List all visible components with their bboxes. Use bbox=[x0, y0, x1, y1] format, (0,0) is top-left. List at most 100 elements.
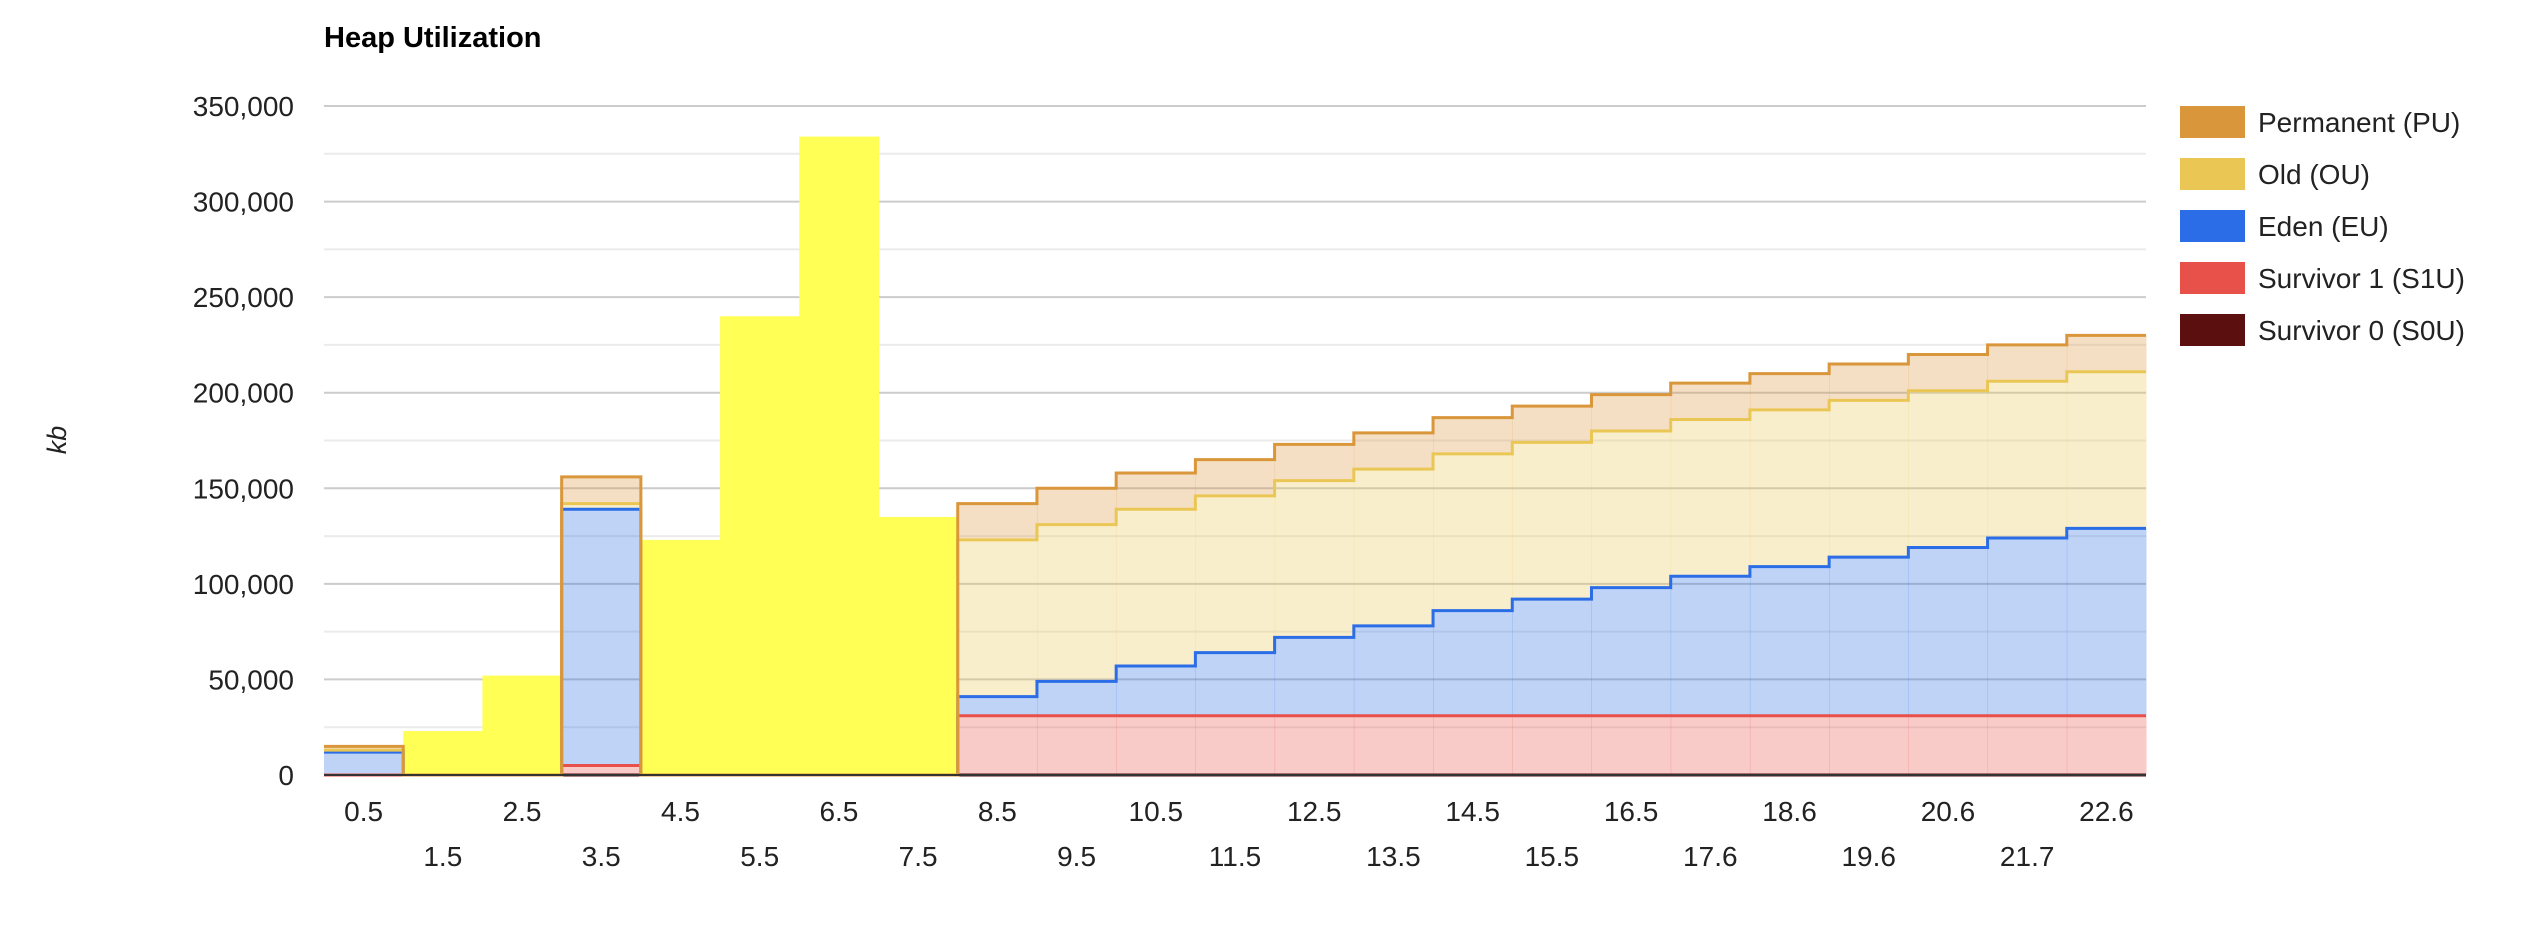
x-tick-label: 6.5 bbox=[819, 796, 858, 827]
area-segment bbox=[324, 746, 404, 751]
area-segment bbox=[561, 509, 642, 766]
x-tick-label: 8.5 bbox=[978, 796, 1017, 827]
x-tick-label: 18.6 bbox=[1762, 796, 1817, 827]
x-tick-label: 9.5 bbox=[1057, 841, 1096, 872]
x-tick-label: 11.5 bbox=[1209, 841, 1261, 872]
area-segment bbox=[1987, 715, 2068, 775]
area-segment bbox=[1512, 442, 1592, 600]
x-tick-label: 17.6 bbox=[1683, 841, 1738, 872]
x-tick-label: 1.5 bbox=[423, 841, 462, 872]
area-segment bbox=[1116, 509, 1196, 667]
y-axis-label: kb bbox=[42, 426, 72, 455]
legend-label: Eden (EU) bbox=[2258, 211, 2389, 242]
highlight-bar bbox=[799, 136, 880, 775]
x-tick-label: 15.5 bbox=[1525, 841, 1580, 872]
y-tick-label: 250,000 bbox=[193, 282, 294, 313]
area-segment bbox=[1116, 666, 1196, 716]
x-tick-label: 16.5 bbox=[1604, 796, 1659, 827]
x-axis-ticks: 0.5 2.5 4.5 6.5 8.5 10.5 12.5 14.5 16.5 18.6 20.6 2… bbox=[344, 796, 2134, 872]
x-tick-label: 14.5 bbox=[1445, 796, 1500, 827]
area-segment bbox=[1353, 432, 1434, 470]
area-segment bbox=[2066, 335, 2147, 372]
area-segment bbox=[1591, 587, 1672, 716]
area-segment bbox=[1353, 715, 1434, 775]
area-segment bbox=[1908, 547, 1989, 716]
area-segment bbox=[1195, 715, 1276, 775]
legend-swatch bbox=[2180, 314, 2245, 346]
area-segment bbox=[957, 539, 1038, 697]
area-segment bbox=[1987, 537, 2068, 716]
area-segment bbox=[1274, 444, 1355, 481]
legend-swatch bbox=[2180, 262, 2245, 294]
area-segment bbox=[1908, 390, 1989, 548]
x-tick-label: 4.5 bbox=[661, 796, 700, 827]
legend-swatch bbox=[2180, 158, 2245, 190]
area-segment bbox=[1433, 610, 1513, 716]
highlight-bar bbox=[482, 675, 563, 775]
area-segment bbox=[1829, 400, 1909, 558]
x-tick-label: 20.6 bbox=[1921, 796, 1976, 827]
area-segment bbox=[1670, 419, 1751, 577]
area-segment bbox=[1195, 459, 1276, 496]
area-segment bbox=[1433, 417, 1513, 454]
area-segment bbox=[1036, 715, 1117, 775]
legend: Permanent (PU) Old (OU) Eden (EU) Survivor … bbox=[2180, 106, 2465, 346]
area-segment bbox=[1353, 469, 1434, 626]
x-tick-label: 5.5 bbox=[740, 841, 779, 872]
area-segment bbox=[1116, 472, 1196, 510]
area-segment bbox=[1195, 652, 1276, 716]
area-segment bbox=[1829, 557, 1909, 716]
area-segment bbox=[957, 696, 1038, 716]
area-segment bbox=[1829, 715, 1909, 775]
area-segment bbox=[1036, 681, 1117, 716]
area-segment bbox=[1749, 566, 1830, 716]
legend-swatch bbox=[2180, 210, 2245, 242]
chart-title: Heap Utilization bbox=[324, 22, 542, 54]
area-segment bbox=[1274, 637, 1355, 716]
area-segment bbox=[1274, 480, 1355, 638]
y-axis-ticks: 0 50,000 100,000 150,000 200,000 250,000 300,0… bbox=[193, 91, 294, 791]
area-segment bbox=[1829, 364, 1909, 401]
area-segment bbox=[1908, 715, 1989, 775]
x-tick-label: 10.5 bbox=[1129, 796, 1184, 827]
x-tick-label: 13.5 bbox=[1366, 841, 1421, 872]
y-tick-label: 100,000 bbox=[193, 569, 294, 600]
area-segment bbox=[2066, 528, 2147, 716]
series-line bbox=[324, 714, 2146, 777]
x-tick-label: 12.5 bbox=[1287, 796, 1342, 827]
area-segment bbox=[324, 752, 404, 775]
area-segment bbox=[1195, 495, 1276, 653]
x-tick-label: 21.7 bbox=[2000, 841, 2055, 872]
y-tick-label: 50,000 bbox=[208, 664, 294, 695]
area-segment bbox=[1591, 715, 1672, 775]
area-segment bbox=[1670, 576, 1751, 716]
area-segment bbox=[1591, 394, 1672, 431]
y-tick-label: 150,000 bbox=[193, 473, 294, 504]
x-tick-label: 2.5 bbox=[503, 796, 542, 827]
area-segment bbox=[957, 715, 1038, 775]
area-segment bbox=[561, 503, 642, 510]
area-segment bbox=[2066, 715, 2147, 775]
series-line bbox=[324, 333, 2146, 777]
area-segment bbox=[1512, 406, 1592, 443]
area-segment bbox=[1036, 488, 1117, 525]
legend-swatch bbox=[2180, 106, 2245, 138]
area-segment bbox=[1512, 599, 1592, 716]
legend-label: Survivor 1 (S1U) bbox=[2258, 263, 2465, 294]
x-tick-label: 22.6 bbox=[2079, 796, 2134, 827]
area-segment bbox=[1987, 381, 2068, 538]
area-segment bbox=[1987, 344, 2068, 382]
x-tick-label: 7.5 bbox=[899, 841, 938, 872]
area-segment bbox=[1433, 715, 1513, 775]
highlight-bars bbox=[403, 136, 959, 775]
highlight-bar bbox=[403, 731, 484, 775]
highlight-bar bbox=[720, 316, 800, 775]
stacked-areas bbox=[324, 335, 2147, 775]
y-tick-label: 300,000 bbox=[193, 187, 294, 218]
area-segment bbox=[1036, 524, 1117, 682]
y-tick-label: 350,000 bbox=[193, 91, 294, 122]
gridlines bbox=[324, 105, 2146, 729]
highlight-bar bbox=[878, 516, 959, 775]
x-tick-label: 3.5 bbox=[582, 841, 621, 872]
